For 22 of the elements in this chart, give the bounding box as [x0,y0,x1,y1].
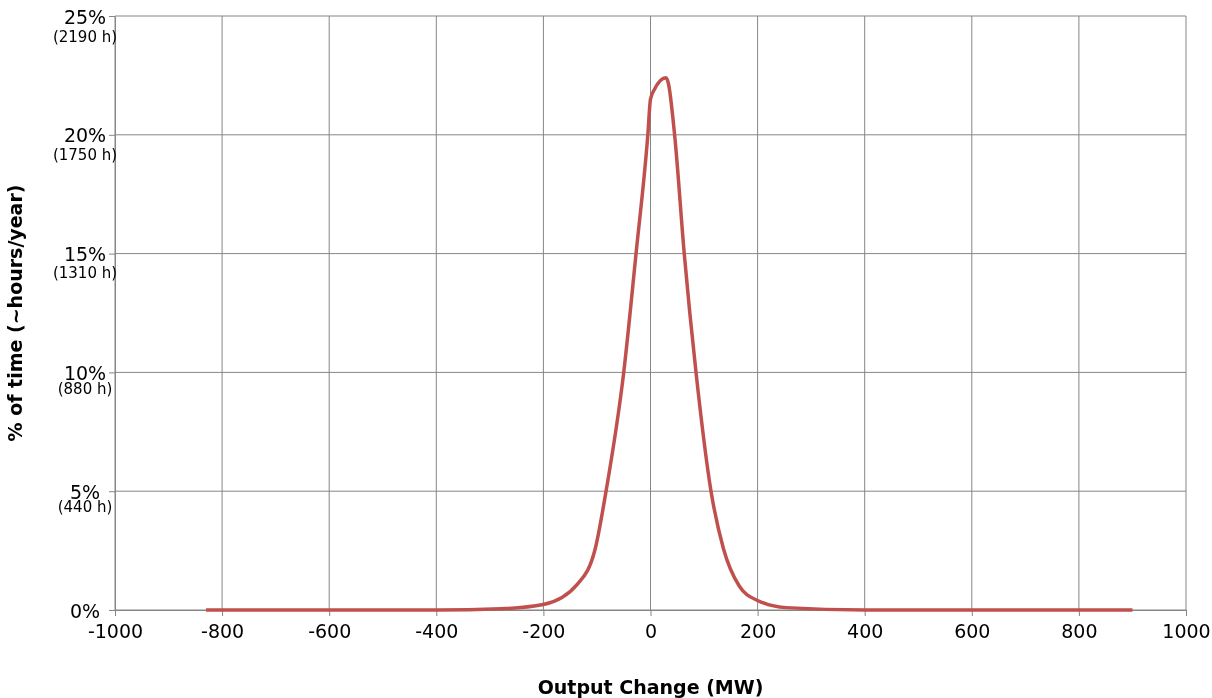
y2-tick-label: (880 h) [57,379,113,398]
y2-tick-label: (1310 h) [52,264,118,283]
y2-tick-label: (1750 h) [52,146,118,165]
y2-tick-label: (2190 h) [52,27,118,46]
x-tick-label: -800 [201,620,245,642]
y2-axis-title: % of time (~hours/year) [4,184,26,442]
y-tick-label: 0% [69,599,101,622]
x-tick-label: -1000 [87,620,144,642]
x-tick-label: 0 [644,620,658,642]
x-tick-label: -400 [415,620,459,642]
x-axis-title: Output Change (MW) [537,676,764,698]
x-tick-label: 400 [847,620,884,642]
x-tick-label: 1000 [1162,620,1211,642]
x-tick-label: -600 [308,620,352,642]
x-tick-label: 600 [954,620,991,642]
x-tick-label: 200 [739,620,777,642]
x-tick-label: -200 [522,620,566,642]
x-tick-label: 800 [1061,620,1098,642]
line-series [204,76,1135,612]
y-tick-label: 20% [63,124,107,147]
y-tick-label: 15% [63,243,107,266]
y-tick-label: 25% [63,5,107,28]
